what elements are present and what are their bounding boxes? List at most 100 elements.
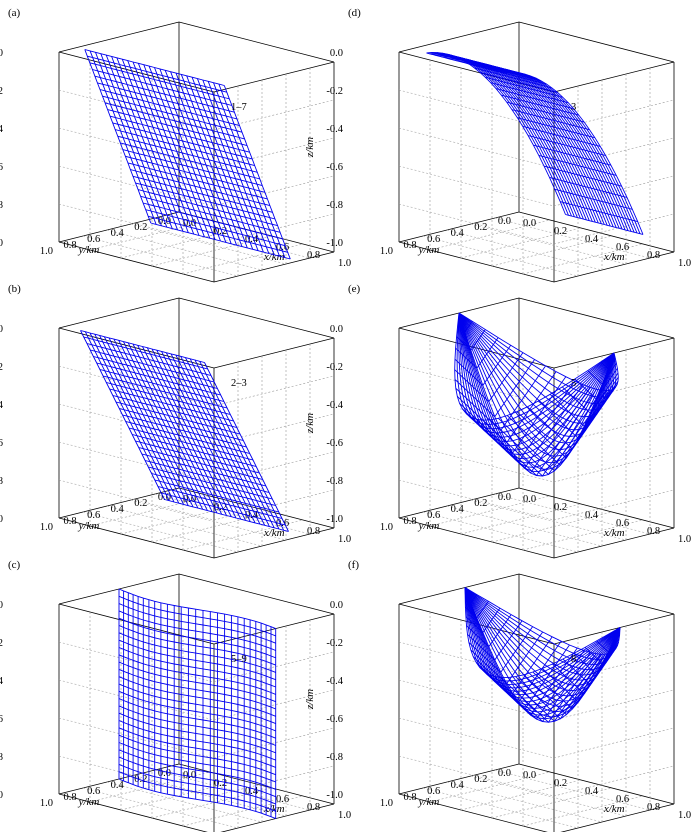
x-tick-label: 0.0 [523, 218, 536, 229]
y-tick-label: 1.0 [40, 246, 53, 257]
grid-line [58, 441, 215, 483]
surface-line [144, 460, 270, 493]
grid-line [553, 213, 675, 245]
y-tick-label: 0.0 [158, 768, 171, 779]
surface-line [118, 727, 276, 768]
box-edge [553, 613, 675, 645]
surface-line [118, 771, 276, 812]
surface-line [154, 479, 279, 513]
box-edge [398, 241, 555, 283]
panel-label: (c) [8, 559, 21, 571]
grid-line [89, 771, 211, 803]
surface-line [517, 117, 596, 139]
grid-line [422, 511, 579, 553]
surface-line [128, 427, 254, 461]
surface-line [464, 587, 621, 699]
y-tick-label: 0.0 [498, 492, 511, 503]
grid-line [182, 243, 304, 275]
surface-line [142, 202, 283, 240]
surface-line [543, 165, 622, 187]
x-tick-label: 0.8 [647, 526, 660, 537]
surface-line [140, 195, 281, 233]
surface-line [464, 587, 621, 703]
z-tick-label: -0.8 [0, 200, 3, 211]
box-edge [518, 297, 675, 339]
grid-line [82, 235, 239, 277]
z-tick-label: 0.0 [0, 48, 3, 59]
y-tick-label: 0.0 [158, 492, 171, 503]
x-tick-label: 1.0 [338, 810, 351, 821]
surface-line [94, 75, 235, 113]
box-edge [398, 211, 520, 243]
surface-line [84, 49, 225, 86]
surface-line [106, 382, 231, 415]
y-tick-label: 0.6 [87, 234, 100, 245]
grid-line [120, 503, 242, 535]
surface-line [495, 88, 574, 110]
grid-line [398, 641, 555, 683]
surface-line [464, 587, 621, 696]
grid-line [429, 771, 551, 803]
z-tick-label: -0.4 [326, 676, 343, 687]
fault-annotation: 2–3 [231, 378, 247, 389]
grid-line [89, 495, 211, 527]
z-tick-label: -1.0 [326, 514, 343, 525]
box-edge [553, 251, 675, 283]
surface-line [112, 122, 253, 160]
surface-line [161, 492, 286, 526]
x-tick-label: 0.2 [554, 502, 567, 513]
grid-line [89, 219, 211, 251]
surface-line [464, 587, 621, 685]
surface-line [96, 362, 221, 396]
z-tick-label: -0.4 [0, 400, 4, 411]
surface-line [118, 617, 276, 659]
box-edge [58, 327, 215, 369]
surface-line [99, 89, 240, 126]
surface-line [151, 473, 276, 506]
box-edge [213, 251, 335, 283]
y-tick-label: 0.4 [111, 228, 125, 239]
z-axis-label: z/km [304, 689, 316, 710]
z-tick-label: -0.8 [326, 200, 343, 211]
z-tick-label: -0.6 [0, 438, 3, 449]
grid-line [398, 717, 555, 759]
box-edge [213, 337, 335, 369]
surface-mesh [80, 330, 289, 532]
x-tick-label: 1.0 [678, 258, 691, 269]
surface-line [157, 486, 283, 519]
grid-line [151, 787, 273, 819]
z-tick-label: -0.2 [0, 638, 3, 649]
panel-b: 0.0 -0.2 -0.4 -0.6 -0.8 -1.0 1.0 0.8 0.6 0.4 0.2 0.… [0, 283, 351, 559]
z-tick-label: -0.6 [0, 714, 3, 725]
box-edge [553, 527, 675, 559]
surface-line [122, 149, 263, 187]
surface-mesh [454, 312, 619, 477]
grid-line [553, 137, 675, 169]
surface-line [549, 176, 628, 198]
surface-line [118, 763, 276, 805]
grid-line [398, 479, 555, 521]
surface-line [458, 57, 537, 79]
grid-line [130, 499, 287, 541]
surface-line [109, 388, 234, 422]
x-tick-label: 0.6 [276, 518, 289, 529]
surface-line [506, 101, 585, 123]
grid-line [553, 727, 675, 759]
box-edge [213, 527, 335, 559]
grid-line [106, 505, 263, 547]
grid-line [58, 365, 215, 407]
z-tick-label: -0.2 [326, 86, 343, 97]
grid-line [553, 689, 675, 721]
z-tick-label: -0.8 [326, 476, 343, 487]
z-tick-label: -1.0 [326, 238, 343, 249]
grid-line [398, 89, 555, 131]
z-tick-label: -0.4 [0, 124, 4, 135]
surface-line [464, 587, 621, 689]
x-tick-label: 0.4 [585, 234, 599, 245]
grid-line [553, 489, 675, 521]
grid-line [470, 775, 627, 817]
x-tick-label: 0.8 [307, 526, 320, 537]
x-tick-label: 0.8 [307, 802, 320, 813]
grid-line [446, 781, 603, 823]
